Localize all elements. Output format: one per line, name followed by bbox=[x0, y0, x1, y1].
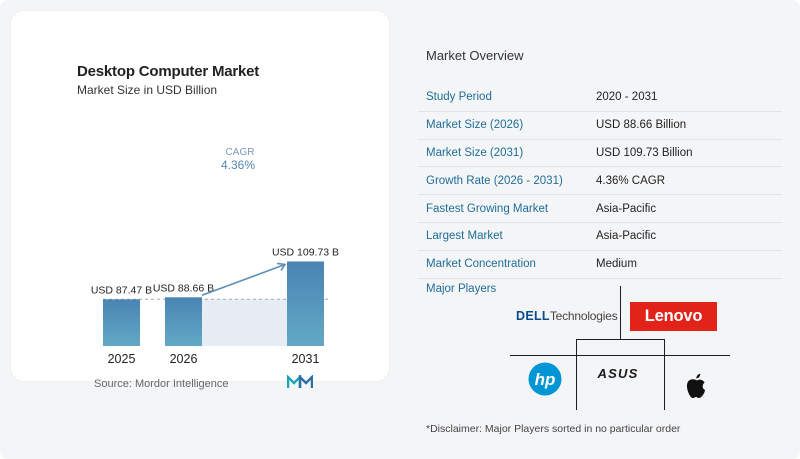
apple-logo-icon bbox=[686, 373, 705, 398]
overview-row-value: Medium bbox=[588, 250, 782, 279]
overview-row-label: Largest Market bbox=[418, 222, 588, 251]
overview-row: Growth Rate (2026 - 2031) 4.36% CAGR bbox=[418, 166, 782, 196]
overview-row-value: USD 109.73 Billion bbox=[588, 139, 782, 168]
major-players-grid: DELLTechnologies Lenovo hp ASUS bbox=[510, 286, 730, 410]
overview-row: Study Period 2020 - 2031 bbox=[418, 84, 782, 112]
bar-2026 bbox=[165, 297, 202, 346]
bar-data-label: USD 109.73 B bbox=[272, 246, 339, 258]
lenovo-logo: Lenovo bbox=[630, 302, 717, 331]
x-tick-label: 2026 bbox=[170, 352, 198, 366]
overview-row-value: USD 88.66 Billion bbox=[588, 111, 782, 140]
overview-row: Market Concentration Medium bbox=[418, 250, 782, 279]
bar-data-label: USD 87.47 B bbox=[91, 284, 152, 296]
mordor-intelligence-logo-icon bbox=[287, 375, 313, 388]
overview-row-value: 2020 - 2031 bbox=[588, 84, 782, 112]
grid-divider bbox=[576, 339, 578, 410]
overview-row-label: Market Size (2026) bbox=[418, 111, 588, 140]
cagr-arrow-line bbox=[201, 263, 286, 297]
grid-divider bbox=[510, 355, 730, 357]
major-players-title: Major Players bbox=[426, 283, 497, 295]
overview-row: Market Size (2026) USD 88.66 Billion bbox=[418, 111, 782, 140]
overview-row-label: Study Period bbox=[418, 84, 588, 112]
cagr-value: 4.36% bbox=[221, 158, 255, 172]
bar-data-label: USD 88.66 B bbox=[153, 282, 214, 294]
source-note: Source: Mordor Intelligence bbox=[94, 378, 229, 390]
x-tick-label: 2031 bbox=[292, 352, 320, 366]
market-overview-table: Study Period 2020 - 2031 Market Size (2026… bbox=[418, 84, 782, 279]
chart-card: USD 87.47 B 2025 USD 88.66 B 2026 USD 109.73… bbox=[10, 10, 390, 390]
overview-row-value: Asia-Pacific bbox=[588, 194, 782, 223]
overview-row-label: Growth Rate (2026 - 2031) bbox=[418, 166, 588, 196]
overview-row-value: Asia-Pacific bbox=[588, 222, 782, 251]
overview-row-label: Market Concentration bbox=[418, 250, 588, 279]
baseline-shaded-area bbox=[202, 299, 287, 346]
overview-row-value: 4.36% CAGR bbox=[588, 166, 782, 196]
bar-2025 bbox=[103, 299, 140, 346]
asus-logo-icon: ASUS bbox=[597, 366, 639, 380]
market-size-bar-chart: USD 87.47 B 2025 USD 88.66 B 2026 USD 109.73… bbox=[91, 147, 339, 366]
chart-title: Desktop Computer Market bbox=[77, 63, 260, 80]
grid-divider bbox=[664, 339, 666, 410]
hp-logo-icon: hp bbox=[528, 362, 562, 396]
dell-technologies-logo: DELLTechnologies bbox=[516, 309, 620, 325]
disclaimer-note: *Disclaimer: Major Players sorted in no … bbox=[426, 423, 681, 435]
x-tick-label: 2025 bbox=[108, 352, 136, 366]
bar-2031 bbox=[287, 261, 324, 346]
overview-row: Market Size (2031) USD 109.73 Billion bbox=[418, 139, 782, 168]
asus-wordmark: ASUS bbox=[597, 366, 639, 380]
dell-technologies-suffix: Technologies bbox=[549, 309, 618, 323]
cagr-label: CAGR bbox=[226, 147, 255, 158]
grid-divider bbox=[620, 286, 622, 339]
cagr-arrow-head-icon bbox=[276, 262, 287, 271]
overview-row: Largest Market Asia-Pacific bbox=[418, 222, 782, 251]
grid-divider bbox=[576, 339, 664, 341]
overview-row: Fastest Growing Market Asia-Pacific bbox=[418, 194, 782, 223]
market-overview-title: Market Overview bbox=[426, 48, 524, 63]
hp-wordmark: hp bbox=[535, 370, 556, 389]
chart-subtitle: Market Size in USD Billion bbox=[77, 83, 218, 97]
overview-row-label: Market Size (2031) bbox=[418, 139, 588, 168]
dell-wordmark: DELL bbox=[516, 309, 550, 323]
overview-row-label: Fastest Growing Market bbox=[418, 194, 588, 223]
